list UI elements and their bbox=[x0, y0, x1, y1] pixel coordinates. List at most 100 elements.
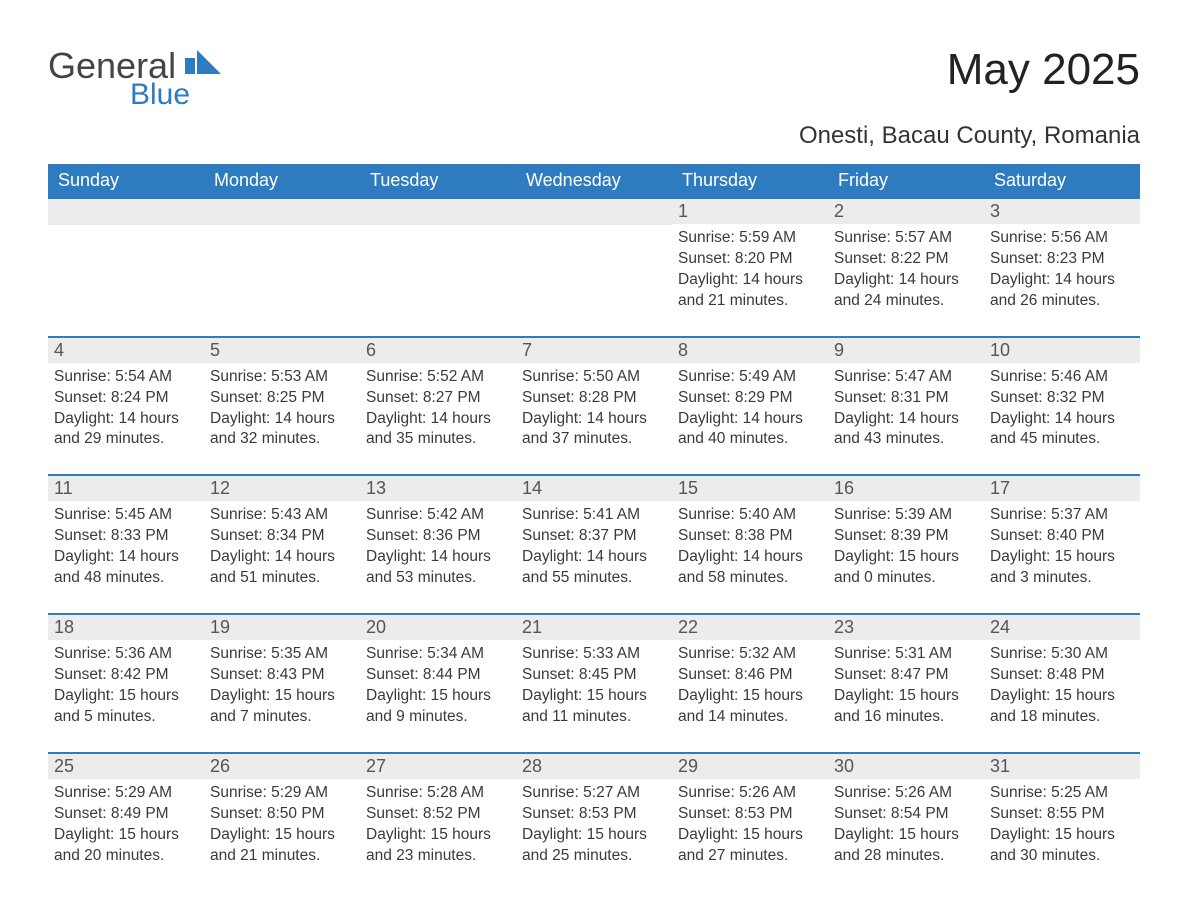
daylight-text: Daylight: 14 hours and 32 minutes. bbox=[210, 409, 354, 451]
day-number: 9 bbox=[828, 338, 984, 363]
day-number: 16 bbox=[828, 476, 984, 501]
sunset-text: Sunset: 8:25 PM bbox=[210, 388, 354, 409]
logo: General Blue bbox=[48, 48, 221, 110]
day-cell bbox=[204, 198, 360, 337]
sunrise-text: Sunrise: 5:34 AM bbox=[366, 644, 510, 665]
sunset-text: Sunset: 8:37 PM bbox=[522, 526, 666, 547]
sunset-text: Sunset: 8:24 PM bbox=[54, 388, 198, 409]
day-cell: 21Sunrise: 5:33 AMSunset: 8:45 PMDayligh… bbox=[516, 614, 672, 753]
day-cell bbox=[360, 198, 516, 337]
sunrise-text: Sunrise: 5:26 AM bbox=[834, 783, 978, 804]
day-header: Wednesday bbox=[516, 164, 672, 198]
sunrise-text: Sunrise: 5:56 AM bbox=[990, 228, 1134, 249]
sunrise-text: Sunrise: 5:35 AM bbox=[210, 644, 354, 665]
day-number: 29 bbox=[672, 754, 828, 779]
day-number: 15 bbox=[672, 476, 828, 501]
daylight-text: Daylight: 15 hours and 18 minutes. bbox=[990, 686, 1134, 728]
sunset-text: Sunset: 8:39 PM bbox=[834, 526, 978, 547]
daylight-text: Daylight: 15 hours and 7 minutes. bbox=[210, 686, 354, 728]
day-cell: 14Sunrise: 5:41 AMSunset: 8:37 PMDayligh… bbox=[516, 475, 672, 614]
header: General Blue May 2025 bbox=[48, 48, 1140, 110]
day-number: 7 bbox=[516, 338, 672, 363]
daylight-text: Daylight: 15 hours and 21 minutes. bbox=[210, 825, 354, 867]
sunrise-text: Sunrise: 5:59 AM bbox=[678, 228, 822, 249]
daylight-text: Daylight: 14 hours and 58 minutes. bbox=[678, 547, 822, 589]
week-row: 18Sunrise: 5:36 AMSunset: 8:42 PMDayligh… bbox=[48, 614, 1140, 753]
calendar-page: General Blue May 2025 Onesti, Bacau Coun… bbox=[0, 0, 1188, 891]
day-number: 13 bbox=[360, 476, 516, 501]
sunset-text: Sunset: 8:44 PM bbox=[366, 665, 510, 686]
sunrise-text: Sunrise: 5:28 AM bbox=[366, 783, 510, 804]
daylight-text: Daylight: 15 hours and 25 minutes. bbox=[522, 825, 666, 867]
day-cell: 3Sunrise: 5:56 AMSunset: 8:23 PMDaylight… bbox=[984, 198, 1140, 337]
sunset-text: Sunset: 8:31 PM bbox=[834, 388, 978, 409]
day-number: 26 bbox=[204, 754, 360, 779]
day-number: 31 bbox=[984, 754, 1140, 779]
day-number: 1 bbox=[672, 199, 828, 224]
day-number: 24 bbox=[984, 615, 1140, 640]
sunset-text: Sunset: 8:20 PM bbox=[678, 249, 822, 270]
daylight-text: Daylight: 15 hours and 30 minutes. bbox=[990, 825, 1134, 867]
title-block: May 2025 bbox=[947, 48, 1140, 92]
day-number: 5 bbox=[204, 338, 360, 363]
sunset-text: Sunset: 8:32 PM bbox=[990, 388, 1134, 409]
sunrise-text: Sunrise: 5:39 AM bbox=[834, 505, 978, 526]
daylight-text: Daylight: 15 hours and 11 minutes. bbox=[522, 686, 666, 728]
sunset-text: Sunset: 8:50 PM bbox=[210, 804, 354, 825]
day-cell: 25Sunrise: 5:29 AMSunset: 8:49 PMDayligh… bbox=[48, 753, 204, 891]
day-cell: 4Sunrise: 5:54 AMSunset: 8:24 PMDaylight… bbox=[48, 337, 204, 476]
sunset-text: Sunset: 8:29 PM bbox=[678, 388, 822, 409]
day-cell: 8Sunrise: 5:49 AMSunset: 8:29 PMDaylight… bbox=[672, 337, 828, 476]
day-cell: 28Sunrise: 5:27 AMSunset: 8:53 PMDayligh… bbox=[516, 753, 672, 891]
day-number: 28 bbox=[516, 754, 672, 779]
location-subtitle: Onesti, Bacau County, Romania bbox=[48, 122, 1140, 150]
sunset-text: Sunset: 8:49 PM bbox=[54, 804, 198, 825]
day-number: 12 bbox=[204, 476, 360, 501]
day-cell: 5Sunrise: 5:53 AMSunset: 8:25 PMDaylight… bbox=[204, 337, 360, 476]
sunrise-text: Sunrise: 5:57 AM bbox=[834, 228, 978, 249]
sunset-text: Sunset: 8:52 PM bbox=[366, 804, 510, 825]
sunset-text: Sunset: 8:47 PM bbox=[834, 665, 978, 686]
sunset-text: Sunset: 8:33 PM bbox=[54, 526, 198, 547]
sunset-text: Sunset: 8:22 PM bbox=[834, 249, 978, 270]
day-number: 17 bbox=[984, 476, 1140, 501]
sunrise-text: Sunrise: 5:54 AM bbox=[54, 367, 198, 388]
calendar-table: Sunday Monday Tuesday Wednesday Thursday… bbox=[48, 164, 1140, 891]
sunrise-text: Sunrise: 5:45 AM bbox=[54, 505, 198, 526]
sunset-text: Sunset: 8:27 PM bbox=[366, 388, 510, 409]
week-row: 25Sunrise: 5:29 AMSunset: 8:49 PMDayligh… bbox=[48, 753, 1140, 891]
page-title: May 2025 bbox=[947, 48, 1140, 92]
day-number: 8 bbox=[672, 338, 828, 363]
day-number: 20 bbox=[360, 615, 516, 640]
daylight-text: Daylight: 15 hours and 3 minutes. bbox=[990, 547, 1134, 589]
day-cell: 29Sunrise: 5:26 AMSunset: 8:53 PMDayligh… bbox=[672, 753, 828, 891]
daylight-text: Daylight: 14 hours and 21 minutes. bbox=[678, 270, 822, 312]
sunset-text: Sunset: 8:40 PM bbox=[990, 526, 1134, 547]
sunset-text: Sunset: 8:28 PM bbox=[522, 388, 666, 409]
day-cell: 6Sunrise: 5:52 AMSunset: 8:27 PMDaylight… bbox=[360, 337, 516, 476]
day-number: 2 bbox=[828, 199, 984, 224]
logo-flag-icon bbox=[185, 48, 221, 79]
sunset-text: Sunset: 8:45 PM bbox=[522, 665, 666, 686]
day-cell: 27Sunrise: 5:28 AMSunset: 8:52 PMDayligh… bbox=[360, 753, 516, 891]
week-row: 4Sunrise: 5:54 AMSunset: 8:24 PMDaylight… bbox=[48, 337, 1140, 476]
day-number: 10 bbox=[984, 338, 1140, 363]
sunrise-text: Sunrise: 5:29 AM bbox=[210, 783, 354, 804]
sunrise-text: Sunrise: 5:52 AM bbox=[366, 367, 510, 388]
daylight-text: Daylight: 14 hours and 35 minutes. bbox=[366, 409, 510, 451]
daylight-text: Daylight: 15 hours and 5 minutes. bbox=[54, 686, 198, 728]
day-cell: 11Sunrise: 5:45 AMSunset: 8:33 PMDayligh… bbox=[48, 475, 204, 614]
sunrise-text: Sunrise: 5:42 AM bbox=[366, 505, 510, 526]
day-header: Tuesday bbox=[360, 164, 516, 198]
sunrise-text: Sunrise: 5:25 AM bbox=[990, 783, 1134, 804]
day-number bbox=[516, 199, 672, 225]
day-cell: 12Sunrise: 5:43 AMSunset: 8:34 PMDayligh… bbox=[204, 475, 360, 614]
day-header: Friday bbox=[828, 164, 984, 198]
daylight-text: Daylight: 14 hours and 37 minutes. bbox=[522, 409, 666, 451]
sunrise-text: Sunrise: 5:47 AM bbox=[834, 367, 978, 388]
day-cell: 7Sunrise: 5:50 AMSunset: 8:28 PMDaylight… bbox=[516, 337, 672, 476]
sunset-text: Sunset: 8:48 PM bbox=[990, 665, 1134, 686]
sunrise-text: Sunrise: 5:27 AM bbox=[522, 783, 666, 804]
sunrise-text: Sunrise: 5:40 AM bbox=[678, 505, 822, 526]
day-cell: 20Sunrise: 5:34 AMSunset: 8:44 PMDayligh… bbox=[360, 614, 516, 753]
